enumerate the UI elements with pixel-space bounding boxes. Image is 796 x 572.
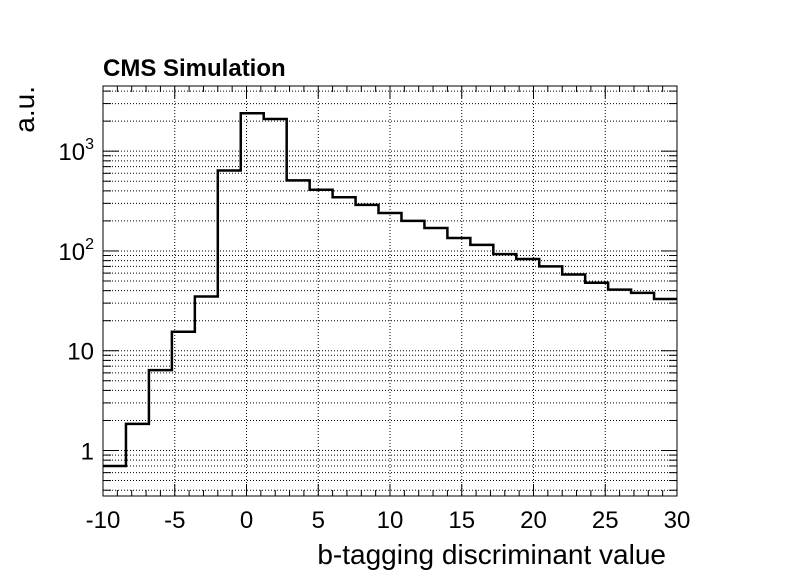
x-tick-label: 15: [448, 507, 475, 534]
x-tick-label: 30: [664, 507, 691, 534]
x-tick-label: 0: [240, 507, 253, 534]
axis-ticks: [102, 86, 678, 496]
x-axis-title: b-tagging discriminant value: [317, 539, 666, 570]
y-tick-labels: 1 10 102 103: [58, 136, 94, 465]
x-tick-label: 25: [592, 507, 619, 534]
y-tick-label: 10: [67, 339, 94, 366]
chart-title: CMS Simulation: [103, 55, 286, 82]
y-tick-label: 103: [58, 136, 94, 166]
x-tick-label: -10: [86, 507, 121, 534]
x-tick-label: -5: [164, 507, 185, 534]
x-tick-labels: -10 -5 0 5 10 15 20 25 30: [86, 507, 691, 534]
y-axis-title: a.u.: [9, 86, 40, 133]
x-tick-label: 5: [312, 507, 325, 534]
x-tick-label: 20: [520, 507, 547, 534]
grid-lines: [103, 86, 677, 496]
y-tick-exponent: 2: [85, 236, 94, 253]
y-tick-label: 1: [81, 439, 94, 466]
histogram-line: [103, 111, 677, 468]
y-tick-label: 102: [58, 236, 94, 266]
x-tick-label: 10: [377, 507, 404, 534]
y-tick-exponent: 3: [85, 136, 94, 153]
